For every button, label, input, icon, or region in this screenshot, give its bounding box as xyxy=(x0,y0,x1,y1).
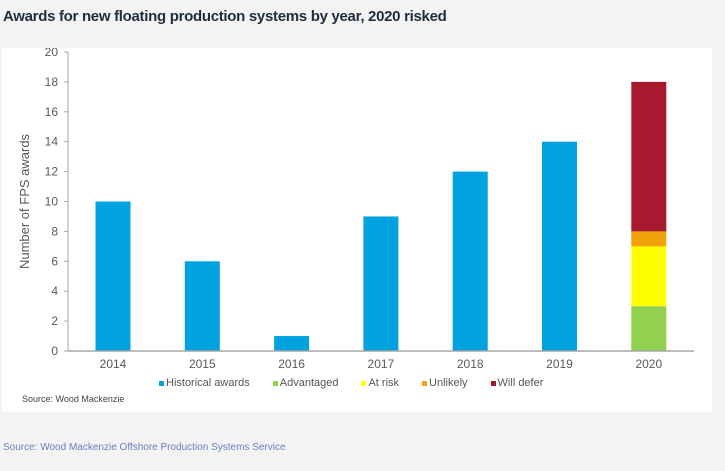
legend-label: Historical awards xyxy=(166,377,250,389)
legend-swatch xyxy=(159,381,164,386)
x-tick-label: 2016 xyxy=(278,357,305,371)
bar-at-risk-2020 xyxy=(631,246,667,307)
bar-historical-awards-2014 xyxy=(95,201,131,351)
legend-label: Will defer xyxy=(497,377,544,389)
chart-source: Source: Wood Mackenzie xyxy=(22,394,125,404)
x-tick-label: 2019 xyxy=(546,357,573,371)
y-tick-label: 6 xyxy=(51,254,58,268)
legend-label: Unlikely xyxy=(429,377,468,389)
chart: 0 2 4 6 8 10 12 14 16 18 20 Number of FPS awards 201… xyxy=(17,48,694,371)
x-tick-label: 2014 xyxy=(100,357,127,371)
legend-swatch xyxy=(361,381,367,386)
legend-item: At risk xyxy=(361,377,399,390)
legend-label: At risk xyxy=(368,377,400,389)
y-tick-label: 20 xyxy=(45,48,59,59)
y-tick-label: 0 xyxy=(51,344,58,358)
legend-swatch xyxy=(490,381,496,386)
bar-unlikely-2020 xyxy=(631,231,667,247)
x-tick-label: 2015 xyxy=(189,357,216,371)
y-tick-label: 16 xyxy=(45,105,59,119)
y-tick-label: 10 xyxy=(45,195,59,209)
legend-swatch xyxy=(272,381,278,386)
bar-will-defer-2020 xyxy=(631,81,667,232)
y-tick-label: 14 xyxy=(45,135,59,149)
y-tick-label: 12 xyxy=(45,165,59,179)
x-tick-label: 2017 xyxy=(368,357,395,371)
legend-swatch xyxy=(422,381,428,386)
y-axis-label: Number of FPS awards xyxy=(17,133,32,269)
chart-title: Awards for new floating production syste… xyxy=(3,8,447,25)
y-tick-label: 8 xyxy=(51,224,58,238)
legend-item: Will defer xyxy=(490,377,544,390)
y-tick-label: 2 xyxy=(51,314,58,328)
y-tick-label: 18 xyxy=(45,75,59,89)
legend-item: Historical awards xyxy=(159,377,250,390)
bar-historical-awards-2016 xyxy=(274,336,310,351)
legend-item: Advantaged xyxy=(272,377,339,390)
bar-advantaged-2020 xyxy=(631,306,667,351)
footer-source-link[interactable]: Source: Wood Mackenzie Offshore Producti… xyxy=(3,442,286,453)
legend-item: Unlikely xyxy=(422,377,468,390)
legend-label: Advantaged xyxy=(279,377,339,389)
x-tick-label: 2018 xyxy=(457,357,484,371)
y-tick-label: 4 xyxy=(51,284,58,298)
x-tick-label: 2020 xyxy=(635,357,662,371)
legend: Historical awards Advantaged At risk Unlike… xyxy=(159,377,543,390)
bar-historical-awards-2015 xyxy=(184,261,220,351)
chart-card: 0 2 4 6 8 10 12 14 16 18 20 Number of FPS awards 201… xyxy=(2,48,712,412)
bar-historical-awards-2018 xyxy=(452,171,488,351)
bar-historical-awards-2019 xyxy=(542,141,577,351)
bar-historical-awards-2017 xyxy=(363,216,399,351)
